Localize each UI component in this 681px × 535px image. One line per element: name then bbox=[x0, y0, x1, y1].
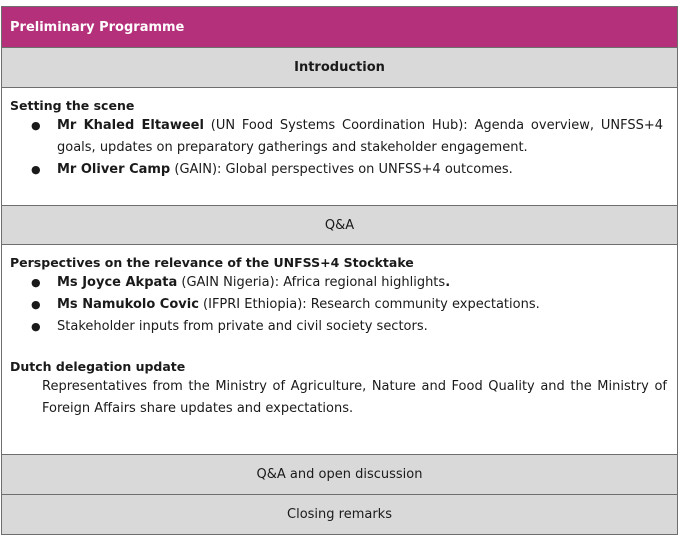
introduction-label: Introduction bbox=[294, 60, 385, 75]
bullet-icon: ● bbox=[31, 298, 41, 311]
setting-scene-list: ● Mr Khaled Eltaweel (UN Food Systems Co… bbox=[10, 115, 669, 181]
closing-remarks-label: Closing remarks bbox=[287, 507, 392, 522]
bullet-icon: ● bbox=[31, 119, 41, 132]
qa-open-discussion-label: Q&A and open discussion bbox=[256, 467, 423, 482]
list-item: ● Ms Joyce Akpata (GAIN Nigeria): Africa… bbox=[10, 272, 669, 294]
setting-scene-section: Setting the scene ● Mr Khaled Eltaweel (… bbox=[2, 87, 677, 205]
bullet-icon: ● bbox=[31, 320, 41, 333]
bullet-icon: ● bbox=[31, 163, 41, 176]
programme-title-row: Preliminary Programme bbox=[2, 7, 677, 47]
programme-title: Preliminary Programme bbox=[10, 19, 185, 35]
speaker-description: (GAIN): Global perspectives on UNFSS+4 o… bbox=[170, 162, 513, 177]
speaker-name: Mr Oliver Camp bbox=[57, 162, 171, 177]
perspectives-title: Perspectives on the relevance of the UNF… bbox=[10, 255, 414, 270]
speaker-name: Ms Namukolo Covic bbox=[57, 297, 199, 312]
dutch-update-text: Representatives from the Ministry of Agr… bbox=[42, 379, 667, 416]
closing-remarks-row: Closing remarks bbox=[2, 494, 677, 534]
speaker-description-period: . bbox=[445, 275, 451, 290]
programme-table: Preliminary Programme Introduction Setti… bbox=[1, 6, 678, 535]
item-text: Stakeholder inputs from private and civi… bbox=[57, 319, 428, 334]
qa-open-discussion-row: Q&A and open discussion bbox=[2, 454, 677, 494]
speaker-description: (IFPRI Ethiopia): Research community exp… bbox=[198, 297, 540, 312]
speaker-name: Ms Joyce Akpata bbox=[57, 275, 178, 290]
list-item: ● Mr Oliver Camp (GAIN): Global perspect… bbox=[10, 159, 669, 181]
dutch-update-title: Dutch delegation update bbox=[10, 359, 186, 374]
spacer bbox=[10, 338, 669, 358]
list-item: ● Stakeholder inputs from private and ci… bbox=[10, 316, 669, 338]
list-item: ● Ms Namukolo Covic (IFPRI Ethiopia): Re… bbox=[10, 294, 669, 316]
qa-row: Q&A bbox=[2, 205, 677, 244]
setting-scene-title: Setting the scene bbox=[10, 98, 135, 113]
speaker-name: Mr Khaled Eltaweel bbox=[57, 118, 204, 133]
list-item: ● Mr Khaled Eltaweel (UN Food Systems Co… bbox=[10, 115, 669, 159]
introduction-row: Introduction bbox=[2, 47, 677, 87]
qa-label: Q&A bbox=[324, 217, 355, 233]
speaker-description: (UN Food Systems Coordination Hub): Agen… bbox=[57, 118, 663, 155]
speaker-description: (GAIN Nigeria): Africa regional highligh… bbox=[177, 275, 446, 290]
perspectives-list: ● Ms Joyce Akpata (GAIN Nigeria): Africa… bbox=[10, 272, 669, 338]
perspectives-section: Perspectives on the relevance of the UNF… bbox=[2, 244, 677, 454]
bullet-icon: ● bbox=[31, 276, 41, 289]
